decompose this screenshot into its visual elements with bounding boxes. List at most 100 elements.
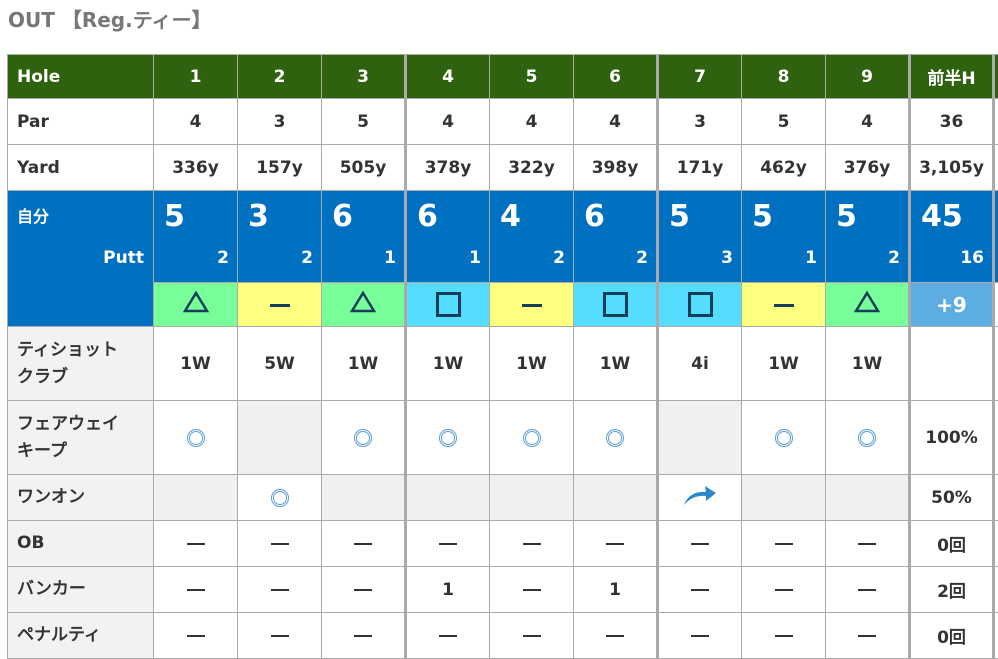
extra-cell [994, 401, 998, 475]
hole-number: 7 [658, 55, 742, 99]
dash-icon [775, 543, 793, 545]
hole-number: 5 [490, 55, 574, 99]
putts: 1 [805, 248, 817, 268]
bunker-value [490, 567, 574, 613]
fairway-value [826, 401, 910, 475]
bunker-label: バンカー [8, 567, 154, 613]
dash-icon [523, 635, 541, 637]
extra-cell [994, 327, 998, 401]
tee-club-value: 1W [490, 327, 574, 401]
dash-icon [775, 589, 793, 591]
dash-icon [187, 635, 205, 637]
penalty-value [238, 613, 322, 659]
arrow-right-icon [682, 492, 718, 512]
dash-icon [691, 635, 709, 637]
player-label-cell: 自分 Putt [8, 191, 154, 327]
hole-number: 4 [406, 55, 490, 99]
dash-icon [439, 543, 457, 545]
result-mark-par [238, 283, 322, 327]
result-mark-row: +9 [8, 283, 998, 327]
yard-label: Yard [8, 145, 154, 191]
bunker-value [322, 567, 406, 613]
par-total: 36 [910, 99, 994, 145]
tee-club-value: 1W [574, 327, 658, 401]
dash-icon [858, 543, 876, 545]
one-on-value [742, 475, 826, 521]
one-on-value [490, 475, 574, 521]
dash-icon [775, 635, 793, 637]
fairway-summary: 100% [910, 401, 994, 475]
dash-icon [187, 589, 205, 591]
tee-club-value: 4i [658, 327, 742, 401]
hole-number: 9 [826, 55, 910, 99]
bunker-value [742, 567, 826, 613]
strokes: 5 [752, 199, 773, 234]
tee-club-value: 1W [742, 327, 826, 401]
bunker-value [154, 567, 238, 613]
ob-value [658, 521, 742, 567]
to-par: +9 [910, 283, 994, 327]
total-strokes: 45 [921, 199, 963, 234]
page-title: OUT 【Reg.ティー】 [8, 4, 212, 33]
strokes: 6 [584, 199, 605, 234]
strokes: 4 [500, 199, 521, 234]
tee-club-value: 1W [322, 327, 406, 401]
yard-value: 505y [322, 145, 406, 191]
one-on-value [658, 475, 742, 521]
total-putts: 16 [960, 248, 984, 268]
triangle-icon [183, 291, 209, 319]
extra-cell [994, 613, 998, 659]
yard-value: 462y [742, 145, 826, 191]
putt-label: Putt [103, 248, 144, 268]
strokes: 5 [669, 199, 690, 234]
one-on-value [238, 475, 322, 521]
ob-value [322, 521, 406, 567]
penalty-value [574, 613, 658, 659]
bunker-value: 1 [406, 567, 490, 613]
result-mark-bogey [826, 283, 910, 327]
double-circle-icon [858, 429, 876, 447]
dash-icon [774, 304, 794, 307]
dash-icon [691, 589, 709, 591]
tee-club-value: 1W [154, 327, 238, 401]
double-circle-icon [271, 489, 289, 507]
dash-icon [271, 635, 289, 637]
one-on-summary: 50% [910, 475, 994, 521]
fairway-value [154, 401, 238, 475]
tee-club-summary [910, 327, 994, 401]
double-circle-icon [606, 429, 624, 447]
triangle-icon [350, 291, 376, 319]
ob-value [238, 521, 322, 567]
ob-value [154, 521, 238, 567]
fairway-value [322, 401, 406, 475]
fairway-value [238, 401, 322, 475]
square-icon [436, 292, 461, 317]
tee-club-label-text: ティショット クラブ [17, 337, 153, 391]
result-mark-double-bogey [406, 283, 490, 327]
fairway-label: フェアウェイ キープ [8, 401, 154, 475]
dash-icon [270, 304, 290, 307]
fairway-row: フェアウェイ キープ 100% [8, 401, 998, 475]
one-on-value [322, 475, 406, 521]
hole-number: 3 [322, 55, 406, 99]
bunker-label-text: バンカー [17, 576, 153, 603]
strokes: 3 [248, 199, 269, 234]
dash-icon [858, 635, 876, 637]
hole-number: 8 [742, 55, 826, 99]
player-label: 自分 [17, 203, 49, 227]
dash-icon [271, 543, 289, 545]
